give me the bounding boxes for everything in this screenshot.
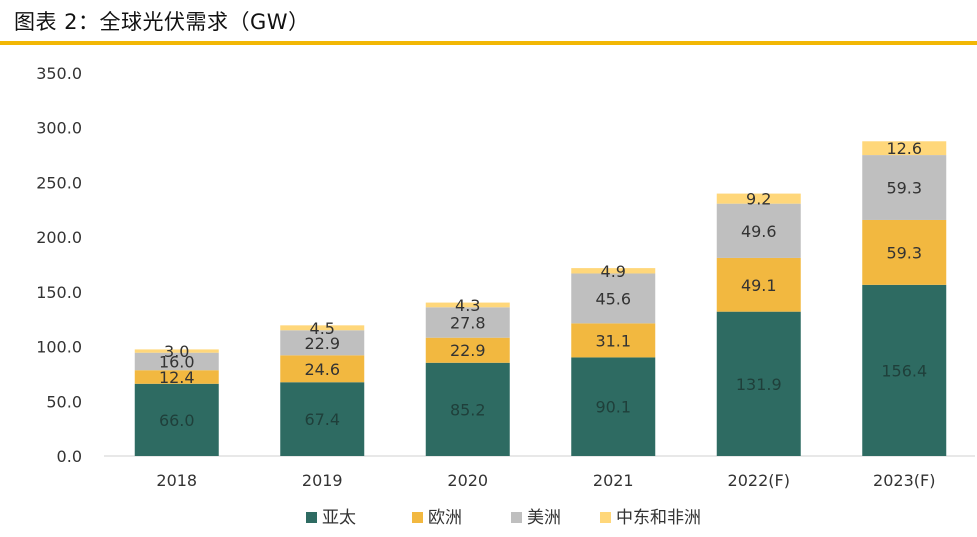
data-label: 156.4 <box>881 361 927 380</box>
data-label: 27.8 <box>450 313 486 332</box>
bar-segment <box>425 307 510 338</box>
y-tick-label: 100.0 <box>36 338 82 357</box>
legend-label: 亚太 <box>322 508 356 528</box>
legend-label: 欧洲 <box>428 508 462 528</box>
data-label: 22.9 <box>304 334 340 353</box>
data-label: 16.0 <box>159 352 195 371</box>
bar-segment <box>716 311 801 456</box>
bar-segment <box>280 382 365 456</box>
bar-segment <box>425 302 510 308</box>
legend-label: 中东和非洲 <box>616 508 701 528</box>
y-tick-label: 300.0 <box>36 119 82 138</box>
bar-segment <box>571 273 656 324</box>
bar-segment <box>716 193 801 204</box>
legend-swatch <box>600 512 611 523</box>
data-label: 131.9 <box>736 375 782 394</box>
data-label: 24.6 <box>304 360 340 379</box>
x-category-label: 2019 <box>302 471 343 490</box>
bar-segment <box>425 362 510 456</box>
legend-swatch <box>511 512 522 523</box>
data-label: 12.6 <box>886 139 922 158</box>
x-category-label: 2020 <box>447 471 488 490</box>
data-label: 12.4 <box>159 368 195 387</box>
data-label: 4.3 <box>455 296 480 315</box>
data-label: 59.3 <box>886 179 922 198</box>
data-label: 49.1 <box>741 276 777 295</box>
data-label: 3.0 <box>164 342 189 361</box>
bar-segment <box>425 337 510 363</box>
bar-segment <box>134 352 219 371</box>
y-tick-label: 200.0 <box>36 228 82 247</box>
y-tick-label: 0.0 <box>57 447 82 466</box>
data-label: 4.9 <box>601 262 626 281</box>
y-tick-label: 250.0 <box>36 173 82 192</box>
data-label: 45.6 <box>595 289 631 308</box>
bar-segment <box>862 155 947 220</box>
bar-segment <box>862 141 947 156</box>
data-label: 9.2 <box>746 190 771 209</box>
bar-segment <box>134 383 219 456</box>
bar-segment <box>134 349 219 353</box>
x-category-label: 2018 <box>156 471 197 490</box>
data-label: 31.1 <box>595 331 631 350</box>
bar-segment <box>716 203 801 258</box>
x-category-label: 2022(F) <box>728 471 790 490</box>
data-label: 22.9 <box>450 341 486 360</box>
x-category-label: 2023(F) <box>873 471 935 490</box>
y-tick-label: 50.0 <box>46 392 82 411</box>
data-label: 4.5 <box>310 319 335 338</box>
bar-segment <box>134 370 219 384</box>
y-tick-label: 350.0 <box>36 64 82 83</box>
bar-segment <box>862 219 947 285</box>
data-label: 49.6 <box>741 222 777 241</box>
legend-swatch <box>306 512 317 523</box>
y-tick-label: 150.0 <box>36 283 82 302</box>
chart-title: 图表 2：全球光伏需求（GW） <box>14 10 310 34</box>
bar-segment <box>280 330 365 356</box>
bar-segment <box>571 268 656 274</box>
bar-segment <box>716 257 801 312</box>
data-label: 90.1 <box>595 398 631 417</box>
data-label: 85.2 <box>450 400 486 419</box>
bar-segment <box>862 284 947 456</box>
data-label: 59.3 <box>886 243 922 262</box>
data-label: 67.4 <box>304 410 340 429</box>
bar-segment <box>571 323 656 358</box>
bar-segment <box>280 325 365 331</box>
bar-segment <box>571 357 656 456</box>
title-underline <box>0 41 977 45</box>
legend-swatch <box>412 512 423 523</box>
data-label: 66.0 <box>159 411 195 430</box>
legend-label: 美洲 <box>527 508 561 528</box>
x-category-label: 2021 <box>593 471 634 490</box>
bar-segment <box>280 355 365 383</box>
